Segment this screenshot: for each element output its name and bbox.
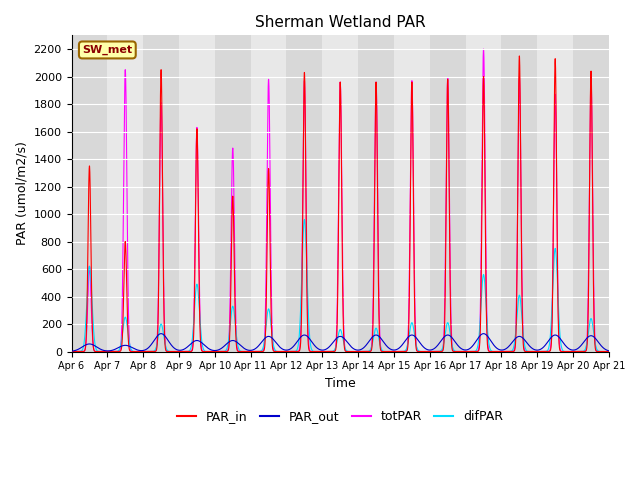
PAR_out: [480, 331, 488, 336]
difPAR: [301, 216, 308, 222]
difPAR: [461, 348, 468, 354]
PAR_out: [431, 346, 438, 351]
PAR_in: [164, 348, 172, 354]
totPAR: [461, 348, 468, 354]
difPAR: [431, 348, 439, 354]
totPAR: [164, 348, 172, 354]
difPAR: [604, 348, 612, 354]
totPAR: [431, 348, 438, 354]
Line: PAR_out: PAR_out: [72, 334, 609, 351]
PAR_out: [164, 337, 172, 343]
Y-axis label: PAR (umol/m2/s): PAR (umol/m2/s): [15, 142, 28, 245]
totPAR: [320, 348, 328, 354]
totPAR: [604, 348, 612, 354]
PAR_in: [431, 348, 438, 354]
Bar: [429, 36, 465, 351]
Bar: [537, 36, 573, 351]
PAR_in: [320, 348, 328, 354]
Bar: [501, 36, 537, 351]
Line: difPAR: difPAR: [72, 219, 609, 351]
Bar: [465, 36, 501, 351]
Text: SW_met: SW_met: [83, 45, 132, 55]
Bar: [394, 36, 429, 351]
PAR_in: [491, 348, 499, 354]
PAR_in: [604, 348, 612, 354]
Bar: [215, 36, 251, 351]
Bar: [179, 36, 215, 351]
Bar: [573, 36, 609, 351]
difPAR: [320, 348, 328, 354]
PAR_in: [605, 348, 612, 354]
PAR_out: [605, 348, 612, 354]
PAR_in: [68, 348, 76, 354]
Bar: [323, 36, 358, 351]
PAR_out: [461, 347, 468, 353]
Title: Sherman Wetland PAR: Sherman Wetland PAR: [255, 15, 426, 30]
PAR_in: [516, 53, 524, 59]
difPAR: [164, 348, 172, 354]
X-axis label: Time: Time: [324, 377, 356, 390]
PAR_in: [461, 348, 468, 354]
PAR_out: [604, 348, 612, 353]
totPAR: [480, 46, 488, 52]
difPAR: [355, 348, 362, 354]
PAR_out: [68, 348, 76, 354]
Bar: [287, 36, 323, 351]
difPAR: [605, 348, 612, 354]
Bar: [72, 36, 108, 351]
totPAR: [605, 348, 612, 354]
totPAR: [68, 348, 76, 354]
Line: totPAR: totPAR: [72, 49, 609, 351]
PAR_out: [491, 344, 499, 349]
Bar: [358, 36, 394, 351]
difPAR: [492, 348, 499, 354]
difPAR: [68, 348, 76, 354]
Bar: [143, 36, 179, 351]
Bar: [251, 36, 287, 351]
Legend: PAR_in, PAR_out, totPAR, difPAR: PAR_in, PAR_out, totPAR, difPAR: [172, 405, 508, 428]
PAR_out: [320, 347, 328, 353]
Bar: [108, 36, 143, 351]
Line: PAR_in: PAR_in: [72, 56, 609, 351]
totPAR: [491, 348, 499, 354]
